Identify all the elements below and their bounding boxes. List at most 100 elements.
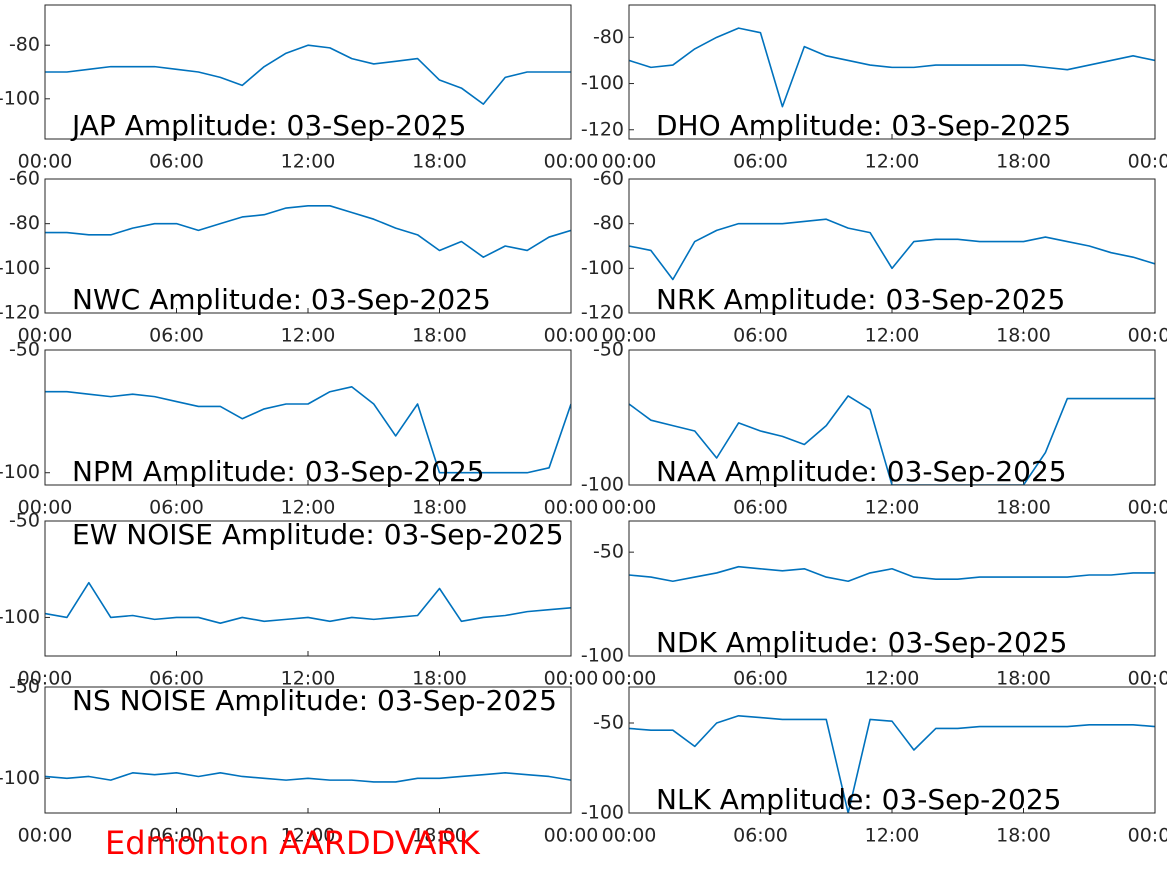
- x-tick-label: 00:00: [18, 497, 73, 519]
- axes-frame: [44, 520, 572, 657]
- x-tick-label: 06:00: [733, 497, 788, 519]
- panel-title: JAP Amplitude: 03-Sep-2025: [70, 109, 466, 142]
- data-line: [45, 44, 571, 105]
- x-tick-label: 12:00: [281, 825, 336, 847]
- x-tick-label: 00:00: [602, 825, 657, 847]
- x-tick-label: 18:00: [996, 668, 1051, 690]
- footer: Edmonton AARDDVARK: [105, 824, 481, 862]
- panel-title: NS NOISE Amplitude: 03-Sep-2025: [72, 684, 557, 717]
- x-tick-label: 12:00: [865, 497, 920, 519]
- y-tick-label: -50: [9, 510, 40, 532]
- axes-frame: [628, 520, 1156, 657]
- x-tick-label: 00:00: [544, 325, 599, 347]
- x-tick-label: 12:00: [281, 497, 336, 519]
- data-line: [45, 581, 571, 625]
- x-tick-label: 00:00: [1128, 825, 1167, 847]
- x-tick-label: 00:00: [1128, 497, 1167, 519]
- axes-frame: [628, 178, 1156, 314]
- y-tick-label: -50: [9, 339, 40, 361]
- axes-frame: [44, 178, 572, 314]
- x-tick-label: 18:00: [996, 325, 1051, 347]
- x-tick-label: 12:00: [281, 325, 336, 347]
- axes-frame: [44, 349, 572, 486]
- x-tick-label: 00:00: [602, 151, 657, 173]
- y-tick-label: -100: [581, 257, 624, 279]
- x-tick-label: 00:00: [602, 325, 657, 347]
- y-tick-label: -100: [0, 461, 40, 483]
- axes-frame: [628, 349, 1156, 486]
- x-tick-label: 12:00: [865, 825, 920, 847]
- x-tick-label: 00:00: [544, 668, 599, 690]
- x-tick-label: 18:00: [412, 497, 467, 519]
- x-tick-label: 06:00: [733, 151, 788, 173]
- y-tick-label: -80: [9, 212, 40, 234]
- x-tick-label: 00:00: [544, 151, 599, 173]
- y-tick-label: -80: [593, 212, 624, 234]
- x-tick-label: 18:00: [412, 668, 467, 690]
- data-line: [45, 205, 571, 258]
- y-tick-label: -100: [0, 767, 40, 789]
- x-tick-label: 00:00: [18, 668, 73, 690]
- x-tick-label: 12:00: [281, 668, 336, 690]
- panel-title: NRK Amplitude: 03-Sep-2025: [656, 283, 1065, 316]
- y-tick-label: -50: [593, 541, 624, 563]
- y-tick-label: -100: [0, 257, 40, 279]
- axes-frame: [44, 686, 572, 814]
- y-tick-label: -120: [0, 302, 40, 324]
- x-tick-label: 06:00: [149, 668, 204, 690]
- x-tick-label: 00:00: [602, 668, 657, 690]
- x-tick-label: 06:00: [733, 668, 788, 690]
- x-tick-label: 18:00: [412, 825, 467, 847]
- x-tick-label: 00:00: [1128, 668, 1167, 690]
- data-line: [45, 386, 571, 474]
- y-tick-label: -100: [581, 474, 624, 496]
- y-tick-label: -50: [593, 712, 624, 734]
- x-tick-label: 18:00: [996, 151, 1051, 173]
- y-tick-label: -50: [9, 676, 40, 698]
- y-tick-label: -80: [593, 26, 624, 48]
- axes-frame: [628, 4, 1156, 140]
- x-tick-label: 18:00: [412, 151, 467, 173]
- panel-title: DHO Amplitude: 03-Sep-2025: [656, 109, 1071, 142]
- x-tick-label: 12:00: [865, 151, 920, 173]
- y-tick-label: -60: [9, 168, 40, 190]
- y-tick-label: -100: [581, 645, 624, 667]
- y-tick-label: -100: [581, 72, 624, 94]
- y-tick-label: -100: [0, 87, 40, 109]
- x-tick-label: 06:00: [733, 325, 788, 347]
- x-tick-label: 06:00: [149, 151, 204, 173]
- x-tick-label: 12:00: [865, 668, 920, 690]
- x-tick-label: 00:00: [602, 497, 657, 519]
- x-tick-label: 06:00: [149, 497, 204, 519]
- panel-title: NPM Amplitude: 03-Sep-2025: [72, 455, 485, 488]
- x-tick-label: 00:00: [544, 825, 599, 847]
- x-tick-label: 06:00: [149, 325, 204, 347]
- x-tick-label: 18:00: [996, 825, 1051, 847]
- x-tick-label: 00:00: [18, 825, 73, 847]
- panel-title: NLK Amplitude: 03-Sep-2025: [656, 783, 1062, 816]
- panel-title: NWC Amplitude: 03-Sep-2025: [72, 283, 491, 316]
- panel-title: NAA Amplitude: 03-Sep-2025: [656, 455, 1067, 488]
- data-line: [629, 27, 1155, 108]
- y-tick-label: -50: [593, 339, 624, 361]
- x-tick-label: 12:00: [281, 151, 336, 173]
- y-tick-label: -100: [581, 802, 624, 824]
- panel-title: EW NOISE Amplitude: 03-Sep-2025: [72, 518, 564, 551]
- x-tick-label: 06:00: [733, 825, 788, 847]
- axes-frame: [44, 4, 572, 140]
- x-tick-label: 12:00: [865, 325, 920, 347]
- y-tick-label: -120: [581, 118, 624, 140]
- x-tick-label: 00:00: [544, 497, 599, 519]
- data-line: [629, 715, 1155, 813]
- y-tick-label: -60: [593, 168, 624, 190]
- data-line: [45, 772, 571, 783]
- x-tick-label: 00:00: [1128, 151, 1167, 173]
- data-line: [629, 565, 1155, 583]
- x-tick-label: 00:00: [1128, 325, 1167, 347]
- y-tick-label: -80: [9, 34, 40, 56]
- x-tick-label: 00:00: [18, 151, 73, 173]
